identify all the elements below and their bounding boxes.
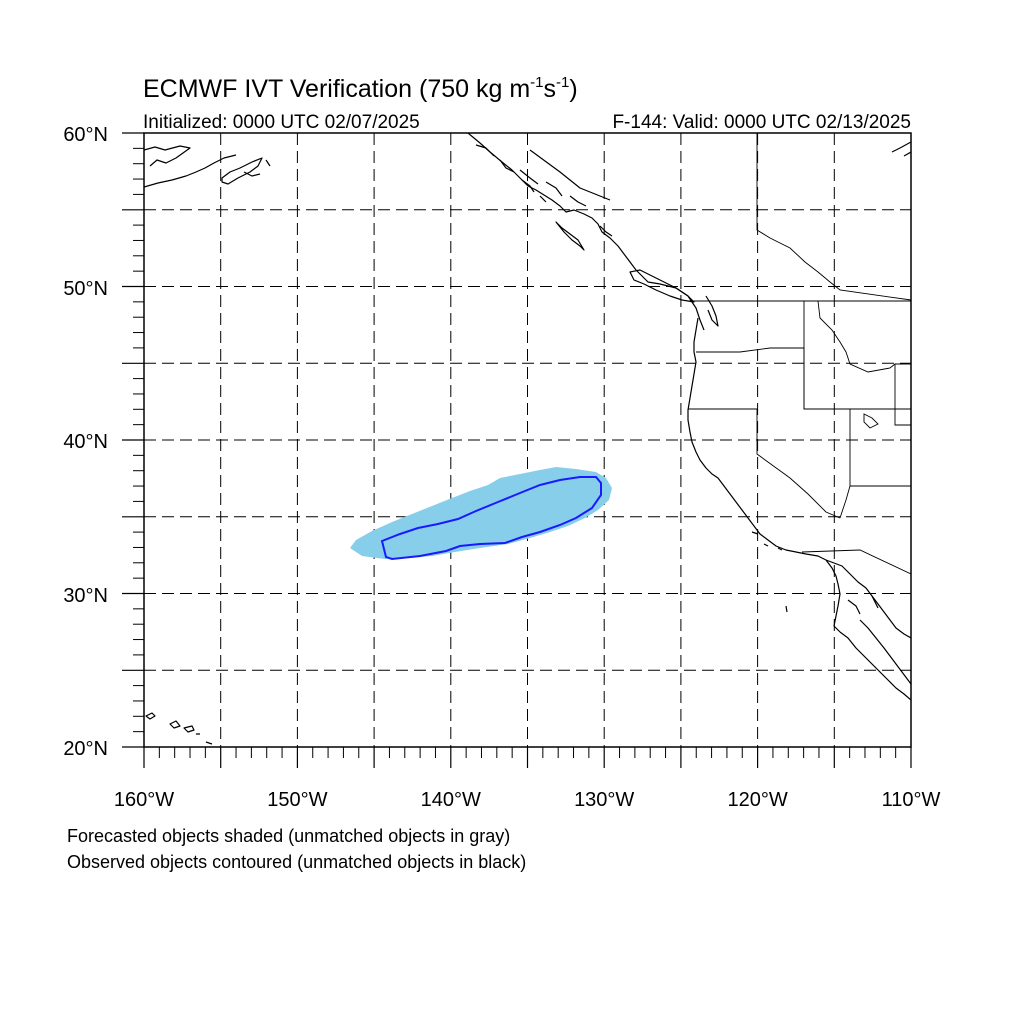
observed-object-contour [380,476,602,561]
init-time: Initialized: 0000 UTC 02/07/2025 [143,112,420,133]
minor-ticks [133,147,897,758]
grid-lines [144,133,911,747]
map-title: ECMWF IVT Verification (750 kg m-1s-1) [143,74,578,103]
lat-label-50: 50°N [63,278,108,300]
lat-label-30: 30°N [63,585,108,607]
note-observed: Observed objects contoured (unmatched ob… [67,852,526,872]
lon-label-150w: 150°W [267,789,327,811]
lon-label-160w: 160°W [114,789,174,811]
lat-label-20: 20°N [63,738,108,760]
lat-labels: 60°N 50°N 40°N 30°N 20°N [63,124,108,760]
lat-label-60: 60°N [63,124,108,146]
lon-label-130w: 130°W [574,789,634,811]
coastlines [144,133,911,745]
lat-label-40: 40°N [63,431,108,453]
political-boundaries [688,133,911,575]
forecast-object-shade [350,467,612,559]
lon-label-110w: 110°W [882,789,941,811]
lon-labels: 160°W 150°W 140°W 130°W 120°W 110°W [114,789,941,811]
note-forecast: Forecasted objects shaded (unmatched obj… [67,826,510,846]
valid-time: F-144: Valid: 0000 UTC 02/13/2025 [612,112,911,133]
lon-label-120w: 120°W [727,789,787,811]
major-ticks [122,132,912,768]
plot-area [144,133,911,747]
lon-label-140w: 140°W [421,789,481,811]
